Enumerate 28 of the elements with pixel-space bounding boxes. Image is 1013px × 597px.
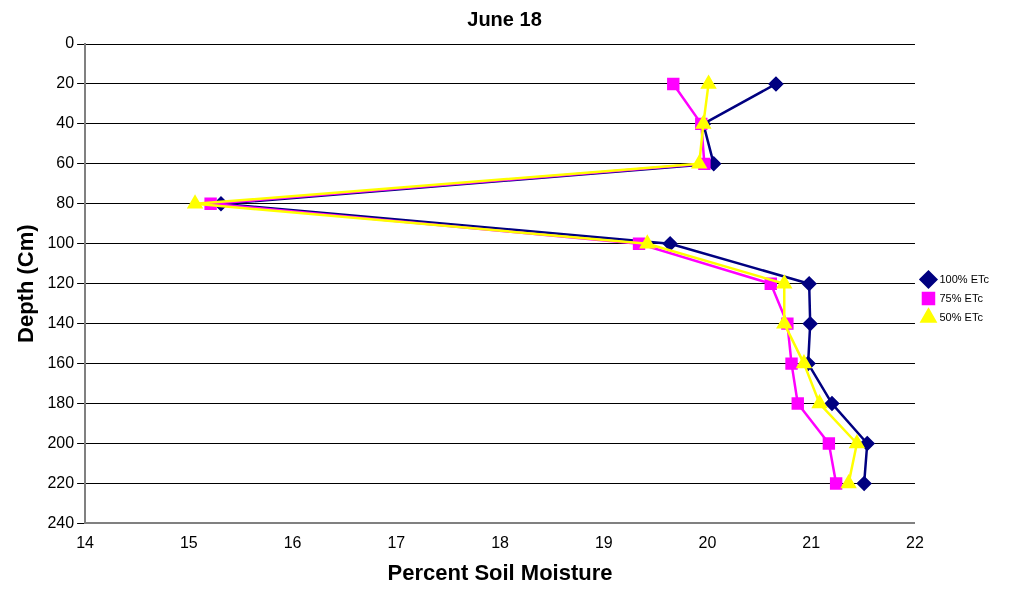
y-tick-label: 200 [47,433,75,451]
y-axis-title: Depth (Cm) [13,224,39,343]
x-tick-label: 14 [76,534,95,552]
y-tick-label: 20 [56,74,75,92]
x-tick-label: 22 [906,534,924,552]
y-tick-label: 160 [47,354,75,372]
legend-label: 75% ETc [939,291,984,304]
y-tick-label: 180 [47,393,75,411]
x-tick-label: 20 [698,534,717,552]
legend-label: 100% ETc [939,272,990,285]
y-tick-label: 220 [47,473,75,491]
y-tick-label: 120 [47,274,75,292]
y-tick-label: 40 [56,114,75,132]
y-tick-label: 60 [56,154,75,172]
chart-title: June 18 [467,7,542,30]
x-tick-label: 18 [491,534,510,552]
x-tick-label: 17 [387,534,406,552]
y-tick-label: 80 [56,194,75,212]
y-tick-label: 100 [47,234,75,252]
y-tick-label: 140 [47,314,75,332]
x-axis-title: Percent Soil Moisture [387,559,613,585]
x-tick-label: 15 [179,534,198,552]
x-tick-label: 21 [802,534,821,552]
x-tick-label: 16 [283,534,302,552]
y-tick-label: 0 [65,34,75,52]
legend-label: 50% ETc [939,310,984,323]
y-tick-label: 240 [47,513,75,531]
x-tick-label: 19 [594,534,613,552]
